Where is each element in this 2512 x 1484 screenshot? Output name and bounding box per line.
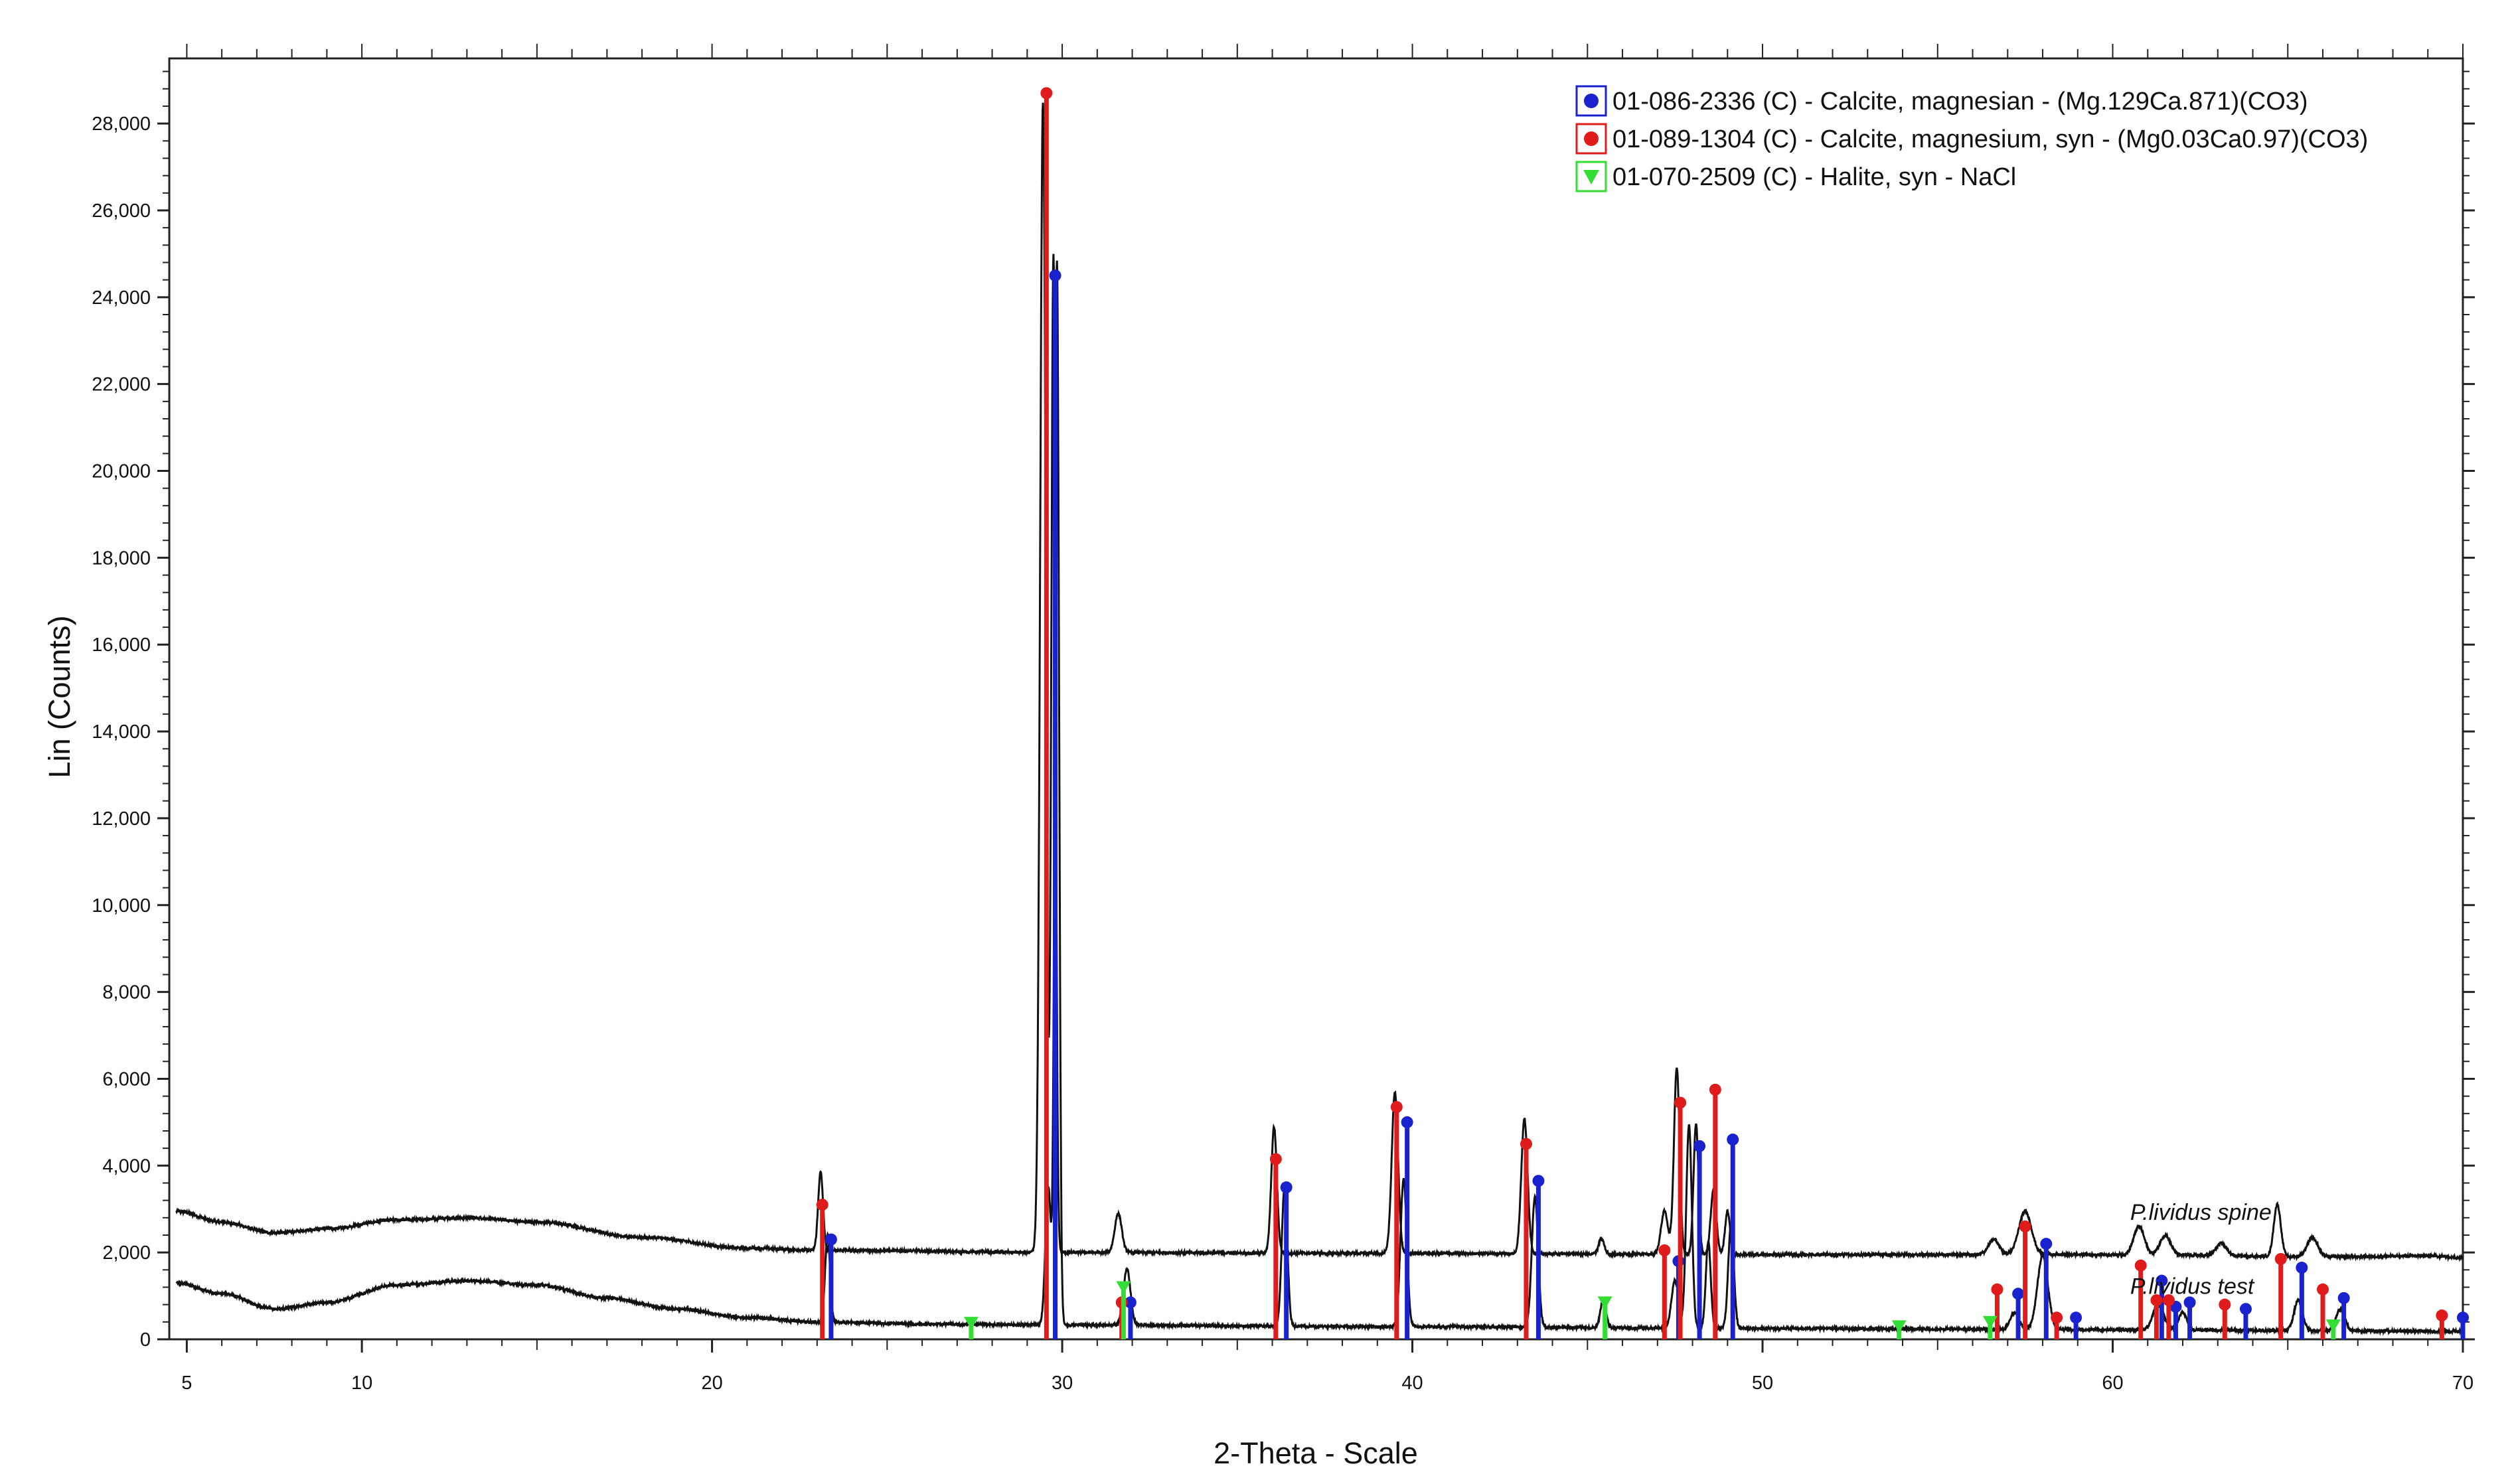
y-tick-label: 26,000 <box>92 200 151 222</box>
legend-marker <box>1584 131 1599 146</box>
legend-entry: 01-070-2509 (C) - Halite, syn - NaCl <box>1612 163 2016 191</box>
reference-marker <box>2436 1309 2448 1322</box>
reference-marker <box>2150 1294 2163 1307</box>
reference-marker <box>2162 1294 2175 1307</box>
reference-marker <box>2239 1303 2252 1315</box>
reference-marker <box>2317 1283 2329 1296</box>
reference-marker <box>1658 1244 1671 1256</box>
reference-marker <box>1116 1281 1131 1294</box>
y-tick-label: 10,000 <box>92 895 151 917</box>
legend-swatch <box>1575 161 1607 192</box>
reference-marker <box>1727 1134 1739 1146</box>
reference-sticks-layer <box>816 87 2469 1339</box>
y-tick-label: 14,000 <box>92 721 151 743</box>
x-tick-label: 10 <box>351 1373 372 1394</box>
reference-marker <box>1991 1283 2003 1296</box>
reference-marker <box>1674 1096 1687 1109</box>
y-axis-title: Lin (Counts) <box>42 615 76 778</box>
y-tick-label: 18,000 <box>92 548 151 569</box>
reference-marker <box>2070 1311 2082 1324</box>
reference-marker <box>1401 1116 1413 1128</box>
y-tick-label: 16,000 <box>92 634 151 656</box>
reference-marker <box>1982 1315 1998 1329</box>
x-tick-label: 5 <box>181 1373 192 1394</box>
legend-marker <box>1583 170 1599 185</box>
x-tick-label: 70 <box>2452 1373 2473 1394</box>
reference-marker <box>1124 1296 1137 1309</box>
reference-marker <box>2183 1296 2196 1309</box>
legend: 01-086-2336 (C) - Calcite, magnesian - (… <box>1575 85 2368 192</box>
y-tick-label: 20,000 <box>92 461 151 482</box>
reference-marker <box>2040 1238 2053 1250</box>
y-tick-label: 0 <box>140 1329 151 1351</box>
x-tick-label: 50 <box>1752 1373 1773 1394</box>
y-tick-label: 6,000 <box>102 1069 151 1090</box>
reference-marker <box>1390 1100 1403 1113</box>
reference-marker <box>2296 1262 2308 1274</box>
legend-swatch <box>1575 85 1607 117</box>
y-tick-label: 22,000 <box>92 374 151 396</box>
x-tick-label: 60 <box>2102 1373 2123 1394</box>
y-axis: 0 2,000 4,000 6,000 8,000 10,000 12,000 14,000 1… <box>92 70 2475 1351</box>
reference-marker <box>1049 269 1061 282</box>
reference-marker <box>1040 87 1053 100</box>
series-layer <box>175 102 2464 1337</box>
reference-marker <box>824 1233 837 1246</box>
y-tick-label: 4,000 <box>102 1155 151 1177</box>
reference-marker <box>1269 1153 1282 1165</box>
series-line <box>175 102 2464 1262</box>
reference-marker <box>2325 1319 2341 1333</box>
y-tick-label: 24,000 <box>92 287 151 309</box>
y-tick-label: 8,000 <box>102 982 151 1003</box>
reference-marker <box>1891 1320 1907 1333</box>
reference-marker <box>2012 1288 2025 1300</box>
trace-labels: P.lividus spine P.lividus test <box>2130 1200 2272 1299</box>
reference-marker <box>1709 1083 1721 1096</box>
reference-marker <box>2219 1298 2231 1311</box>
reference-marker <box>2337 1292 2350 1304</box>
legend-marker <box>1584 94 1599 108</box>
reference-marker <box>816 1199 828 1211</box>
reference-marker <box>1532 1175 1545 1187</box>
x-tick-label: 30 <box>1052 1373 1073 1394</box>
legend-entry: 01-089-1304 (C) - Calcite, magnesium, sy… <box>1612 125 2368 153</box>
legend-entry: 01-086-2336 (C) - Calcite, magnesian - (… <box>1612 88 2308 115</box>
reference-marker <box>963 1317 979 1330</box>
x-tick-label: 20 <box>701 1373 722 1394</box>
trace-label: P.lividus test <box>2130 1274 2255 1299</box>
y-tick-label: 12,000 <box>92 808 151 830</box>
y-tick-label: 2,000 <box>102 1242 151 1264</box>
reference-marker <box>2457 1311 2469 1324</box>
x-axis-title: 2-Theta - Scale <box>1214 1436 1418 1470</box>
series-line <box>175 260 2464 1337</box>
reference-marker <box>2274 1252 2287 1265</box>
reference-marker <box>1597 1296 1612 1309</box>
reference-marker <box>2019 1220 2031 1232</box>
plot-frame <box>168 57 2464 1341</box>
reference-marker <box>2051 1311 2063 1324</box>
reference-marker <box>1693 1140 1706 1152</box>
reference-marker <box>2156 1274 2168 1287</box>
reference-marker <box>1520 1138 1532 1150</box>
reference-marker <box>1280 1181 1293 1194</box>
y-tick-label: 28,000 <box>92 113 151 135</box>
x-tick-label: 40 <box>1401 1373 1423 1394</box>
x-axis: 5 10 20 30 40 50 60 70 <box>181 1339 2473 1394</box>
top-minor-ticks <box>186 44 2464 58</box>
trace-label: P.lividus spine <box>2130 1200 2272 1225</box>
reference-marker <box>2134 1259 2147 1272</box>
